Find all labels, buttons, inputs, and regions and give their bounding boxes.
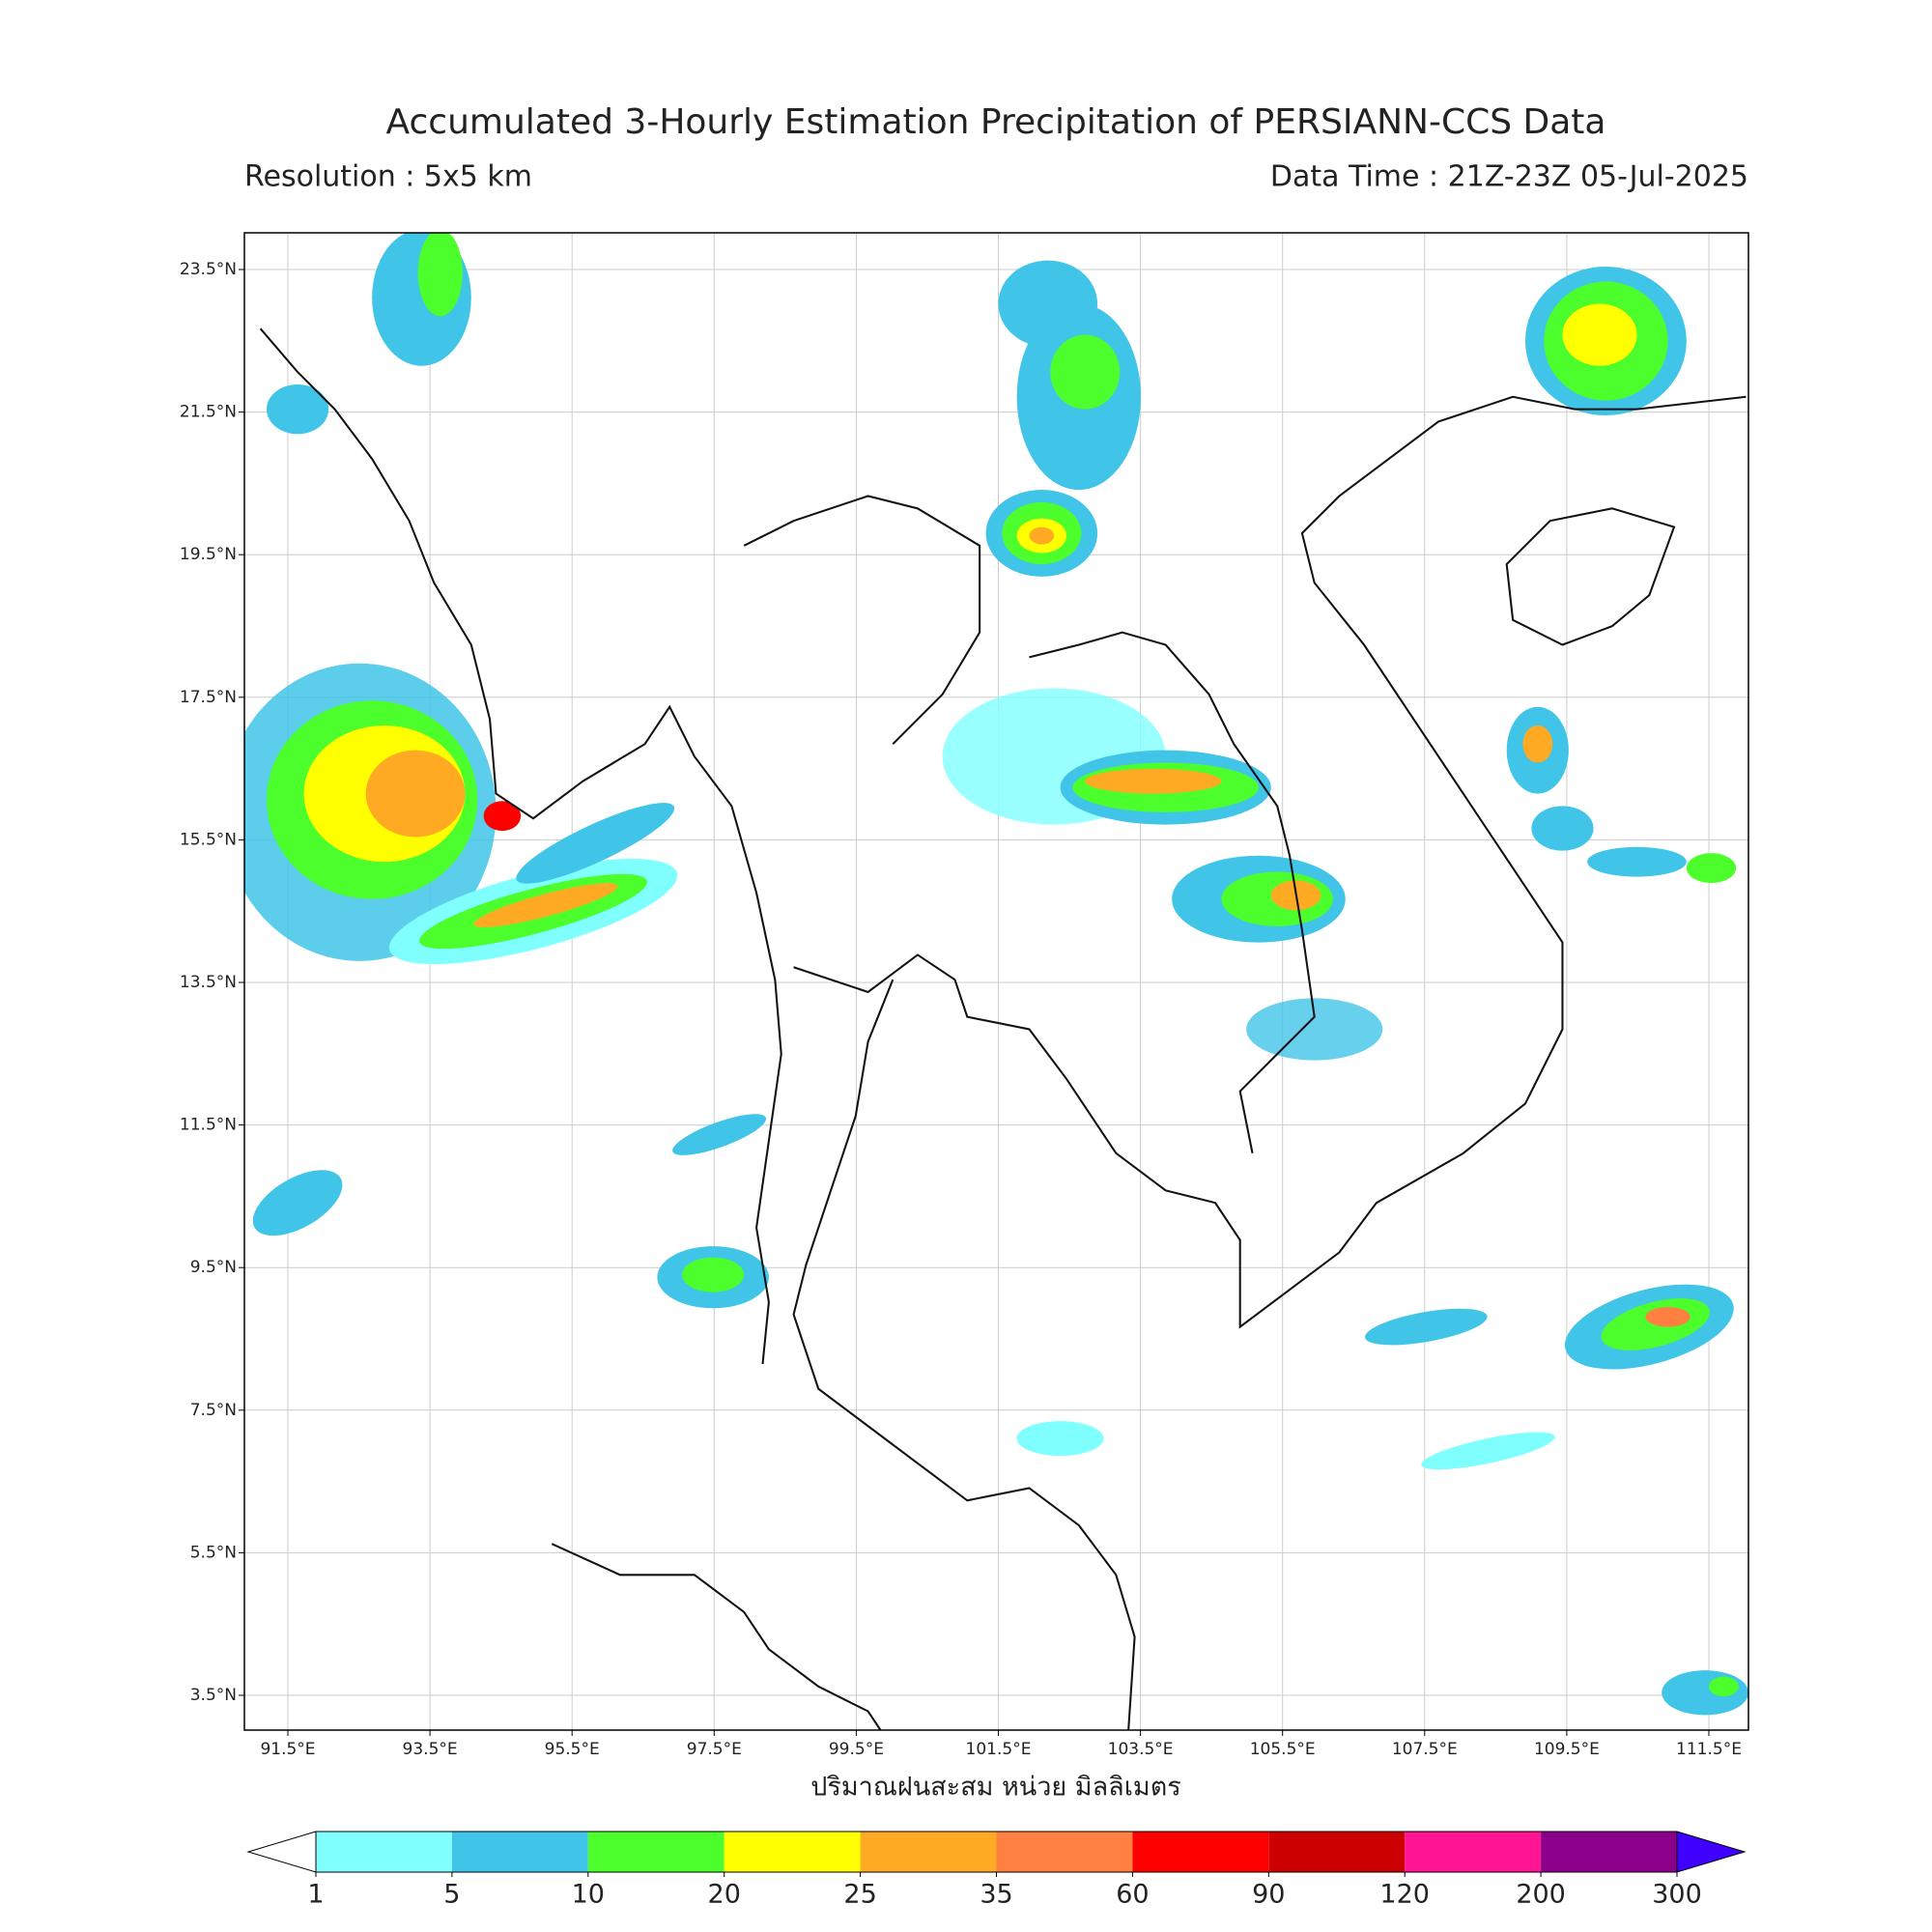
colorbar-label: 300 [1652, 1880, 1702, 1910]
colorbar-under [246, 1831, 317, 1873]
lon-tick-label: 101.5°E [966, 1740, 1032, 1759]
lat-tick-label: 21.5°N [180, 403, 237, 422]
colorbar-box [451, 1832, 588, 1872]
lat-tick-label: 23.5°N [180, 260, 237, 279]
colorbar-box [316, 1832, 452, 1872]
lat-tick-label: 15.5°N [180, 830, 237, 849]
lat-tick-label: 13.5°N [180, 973, 237, 992]
precip-areas [244, 233, 1748, 1716]
plot-frame [243, 232, 1749, 1731]
lon-tick-label: 105.5°E [1250, 1740, 1316, 1759]
colorbar-label: 200 [1516, 1880, 1566, 1910]
title: Accumulated 3-Hourly Estimation Precipit… [386, 102, 1606, 142]
data-time: Data Time : 21Z-23Z 05-Jul-2025 [1270, 160, 1748, 194]
colorbar-label: 35 [980, 1880, 1012, 1910]
colorbar-label: 25 [843, 1880, 876, 1910]
lat-tick-label: 19.5°N [180, 545, 237, 564]
resolution: Resolution : 5x5 km [244, 160, 532, 194]
grid: 91.5°E 93.5°E 95.5°E 97.5°E 99.5°E 101.5°E 103… [180, 233, 1748, 1759]
lon-tick-label: 91.5°E [260, 1740, 315, 1759]
colorbar-box [996, 1832, 1133, 1872]
colorbar-label: 20 [708, 1880, 741, 1910]
coastlines [259, 327, 1747, 1731]
lat-tick-label: 11.5°N [180, 1116, 237, 1135]
lat-tick-label: 3.5°N [190, 1686, 237, 1705]
colorbar-box [1132, 1832, 1269, 1872]
lon-tick-label: 99.5°E [829, 1740, 884, 1759]
lon-tick-label: 103.5°E [1108, 1740, 1174, 1759]
colorbar-label: 120 [1379, 1880, 1430, 1910]
colorbar-box [1541, 1832, 1677, 1872]
lon-tick-label: 107.5°E [1392, 1740, 1458, 1759]
colorbar-label: 90 [1252, 1880, 1285, 1910]
colorbar-label: 60 [1116, 1880, 1149, 1910]
colorbar-label: 1 [307, 1880, 324, 1910]
x-axis-label: ปริมาณฝนสะสม หน่วย มิลลิเมตร [810, 1773, 1181, 1803]
colorbar-box [724, 1832, 861, 1872]
lat-tick-label: 5.5°N [190, 1543, 237, 1562]
colorbar-box [860, 1832, 997, 1872]
lon-tick-label: 95.5°E [545, 1740, 600, 1759]
colorbar-label: 10 [572, 1880, 605, 1910]
colorbar-box [1268, 1832, 1406, 1872]
lat-tick-label: 9.5°N [190, 1258, 237, 1277]
lon-tick-label: 109.5°E [1534, 1740, 1600, 1759]
colorbar: 1 5 10 20 25 35 60 90 120 200 300 [246, 1831, 1747, 1910]
colorbar-label: 5 [443, 1880, 460, 1910]
lon-tick-label: 97.5°E [687, 1740, 742, 1759]
colorbar-over [1676, 1831, 1747, 1873]
lon-tick-label: 111.5°E [1676, 1740, 1742, 1759]
lon-tick-label: 93.5°E [403, 1740, 458, 1759]
colorbar-box [587, 1832, 724, 1872]
lat-tick-label: 17.5°N [180, 688, 237, 707]
colorbar-box [1405, 1832, 1542, 1872]
lat-tick-label: 7.5°N [190, 1401, 237, 1420]
